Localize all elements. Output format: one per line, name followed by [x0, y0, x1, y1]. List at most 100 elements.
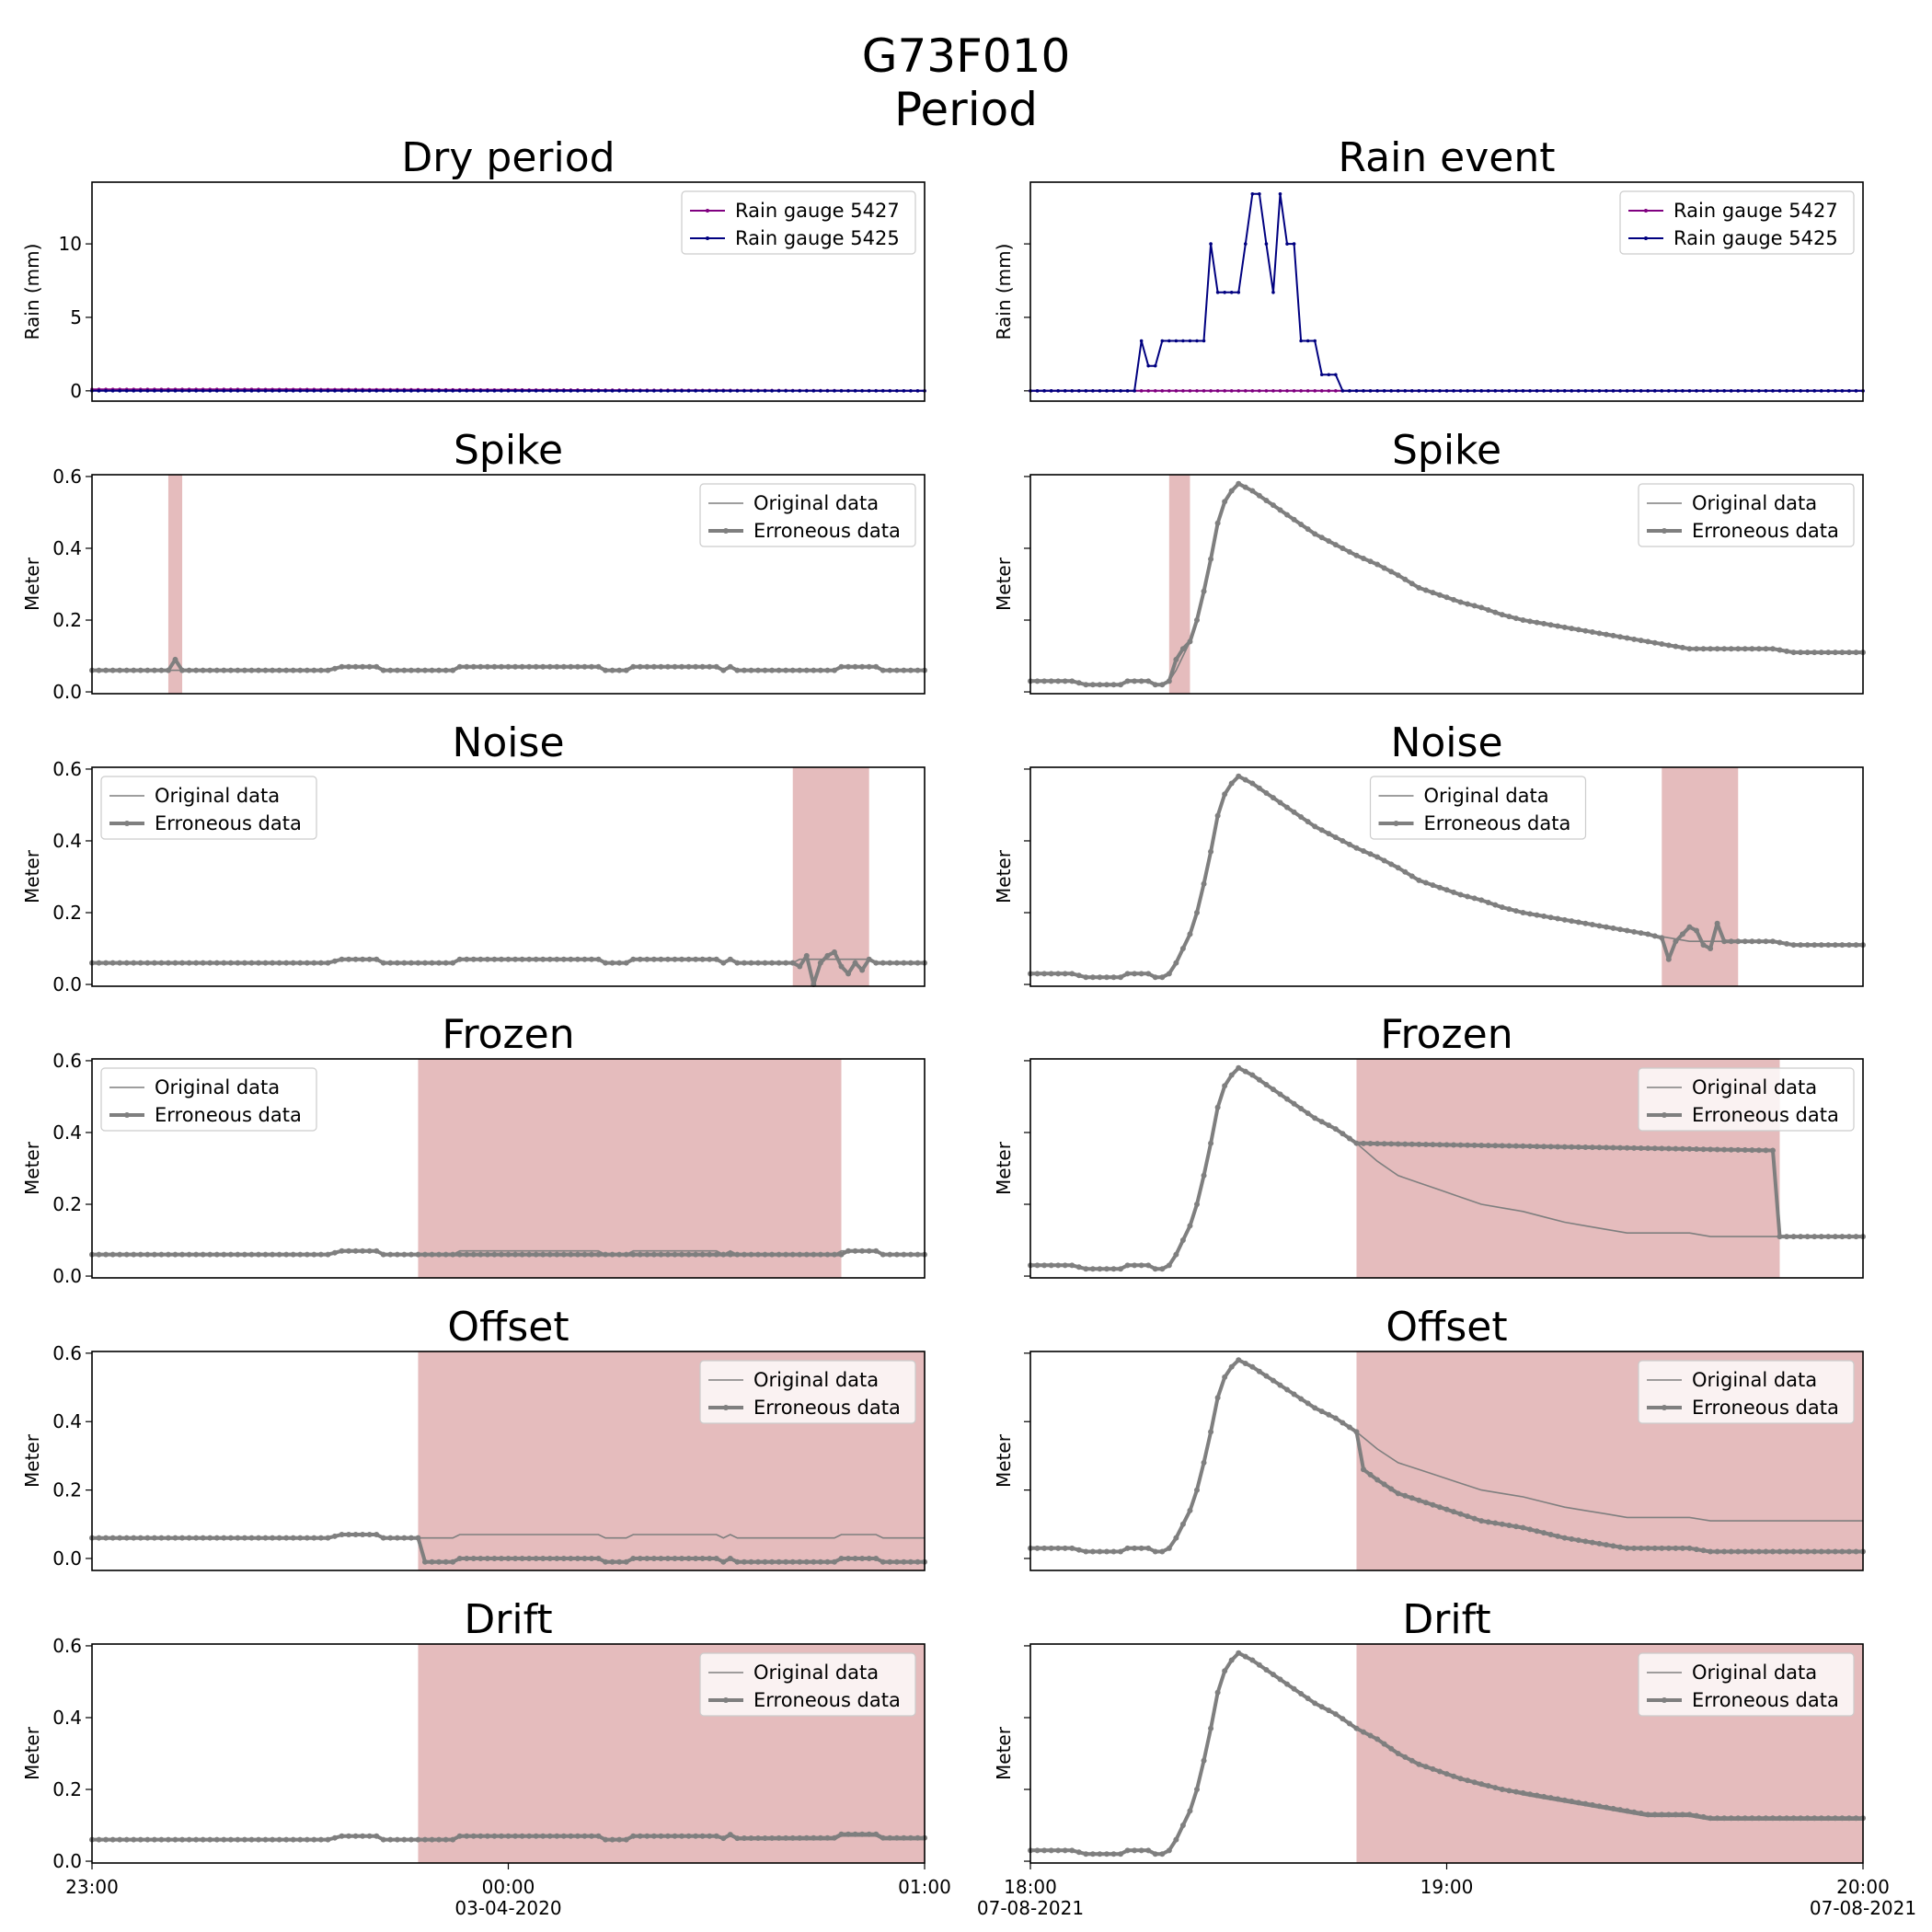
data-point-erroneous-data [151, 1535, 157, 1541]
data-point-erroneous-data [200, 1535, 206, 1541]
anomaly-highlight [792, 767, 869, 986]
data-point-erroneous-data [1506, 1143, 1512, 1149]
data-point-erroneous-data [1784, 1815, 1790, 1822]
data-point-erroneous-data [123, 1251, 130, 1258]
data-point-erroneous-data [1409, 1757, 1415, 1764]
data-point-erroneous-data [1575, 1537, 1581, 1544]
data-point-erroneous-data [1118, 1548, 1124, 1555]
data-point-erroneous-data [1610, 1805, 1616, 1811]
data-point-erroneous-data [331, 1533, 338, 1539]
data-point-erroneous-data [144, 1535, 151, 1541]
data-point-erroneous-data [366, 1248, 373, 1254]
y-tick-label: 10 [59, 233, 82, 255]
data-point-erroneous-data [117, 1251, 123, 1258]
data-point-erroneous-data [1048, 971, 1054, 977]
data-point-erroneous-data [1236, 1357, 1242, 1363]
data-point-rain-gauge-5425 [1327, 373, 1331, 377]
data-point-erroneous-data [1312, 1700, 1318, 1707]
data-point-erroneous-data [1075, 1849, 1082, 1856]
data-point-erroneous-data [574, 1555, 581, 1561]
data-point-erroneous-data [1201, 1172, 1207, 1179]
data-point-erroneous-data [1610, 925, 1616, 931]
data-point-erroneous-data [477, 1833, 484, 1839]
data-point-rain-gauge-5425 [500, 389, 503, 393]
legend-marker [1644, 209, 1648, 213]
data-point-erroneous-data [1673, 1545, 1679, 1551]
data-point-erroneous-data [1478, 1781, 1485, 1788]
data-point-erroneous-data [137, 1535, 144, 1541]
data-point-erroneous-data [727, 956, 733, 962]
plot-frame [1029, 766, 1864, 987]
data-point-rain-gauge-5425 [104, 389, 108, 393]
data-point-erroneous-data [1346, 1720, 1352, 1727]
data-point-erroneous-data [901, 1834, 907, 1841]
data-point-erroneous-data [1763, 1147, 1769, 1154]
data-point-erroneous-data [179, 667, 186, 673]
data-point-erroneous-data [103, 1535, 109, 1541]
panel-title: Spike [1392, 427, 1501, 474]
data-point-rain-gauge-5425 [1229, 290, 1234, 294]
data-point-erroneous-data [887, 667, 893, 673]
data-point-erroneous-data [1610, 1144, 1616, 1151]
data-point-erroneous-data [707, 1555, 713, 1561]
data-point-rain-gauge-5425 [617, 389, 621, 393]
data-point-erroneous-data [213, 1836, 220, 1843]
data-point-erroneous-data [1097, 1266, 1103, 1272]
data-point-erroneous-data [1569, 1535, 1575, 1542]
data-point-erroneous-data [1270, 1087, 1276, 1093]
data-point-rain-gauge-5425 [520, 389, 524, 393]
data-point-erroneous-data [679, 1555, 685, 1561]
data-point-rain-gauge-5425 [819, 389, 822, 393]
data-point-erroneous-data [1041, 678, 1048, 684]
data-point-erroneous-data [248, 1836, 255, 1843]
figure-title-line1: G73F010 [862, 29, 1071, 83]
data-point-erroneous-data [436, 1836, 443, 1843]
data-point-erroneous-data [1222, 499, 1228, 505]
data-point-erroneous-data [1443, 1142, 1450, 1148]
data-point-erroneous-data [491, 663, 498, 670]
data-point-rain-gauge-5425 [645, 389, 650, 393]
data-point-rain-gauge-5425 [1243, 242, 1248, 246]
data-point-erroneous-data [207, 1251, 213, 1258]
data-point-erroneous-data [824, 667, 831, 673]
data-point-erroneous-data [1305, 1110, 1311, 1117]
data-point-erroneous-data [1631, 1144, 1638, 1151]
data-point-erroneous-data [1451, 1142, 1457, 1148]
data-point-erroneous-data [1263, 1666, 1270, 1673]
data-point-erroneous-data [297, 960, 304, 966]
data-point-rain-gauge-5425 [1098, 389, 1102, 393]
data-point-rain-gauge-5425 [1125, 389, 1130, 393]
data-point-erroneous-data [131, 1535, 137, 1541]
legend-label: Original data [1692, 492, 1817, 514]
data-point-rain-gauge-5425 [1431, 389, 1435, 393]
data-point-erroneous-data [1575, 627, 1581, 633]
data-point-rain-gauge-5425 [249, 389, 254, 393]
data-point-erroneous-data [1353, 1429, 1360, 1435]
data-point-erroneous-data [893, 1834, 900, 1841]
data-point-erroneous-data [1089, 1851, 1096, 1857]
data-point-erroneous-data [1201, 880, 1207, 887]
data-point-rain-gauge-5425 [1382, 389, 1386, 393]
data-point-erroneous-data [1478, 1143, 1485, 1149]
data-point-erroneous-data [1492, 902, 1499, 908]
data-point-rain-gauge-5425 [880, 389, 885, 393]
data-point-erroneous-data [276, 1535, 282, 1541]
data-point-erroneous-data [672, 956, 678, 962]
data-point-erroneous-data [1839, 1815, 1846, 1822]
legend-box [699, 1360, 916, 1424]
data-point-erroneous-data [1166, 678, 1172, 684]
data-point-erroneous-data [213, 1251, 220, 1258]
data-point-erroneous-data [637, 1555, 643, 1561]
data-point-erroneous-data [248, 960, 255, 966]
legend-marker [124, 1112, 130, 1118]
data-point-rain-gauge-5425 [388, 389, 393, 393]
data-point-erroneous-data [193, 960, 200, 966]
data-point-rain-gauge-5425 [1340, 389, 1345, 393]
data-point-erroneous-data [408, 1535, 414, 1541]
data-point-erroneous-data [623, 1251, 629, 1258]
data-point-erroneous-data [1569, 626, 1575, 632]
data-point-erroneous-data [387, 1535, 394, 1541]
data-point-erroneous-data [1097, 974, 1103, 981]
